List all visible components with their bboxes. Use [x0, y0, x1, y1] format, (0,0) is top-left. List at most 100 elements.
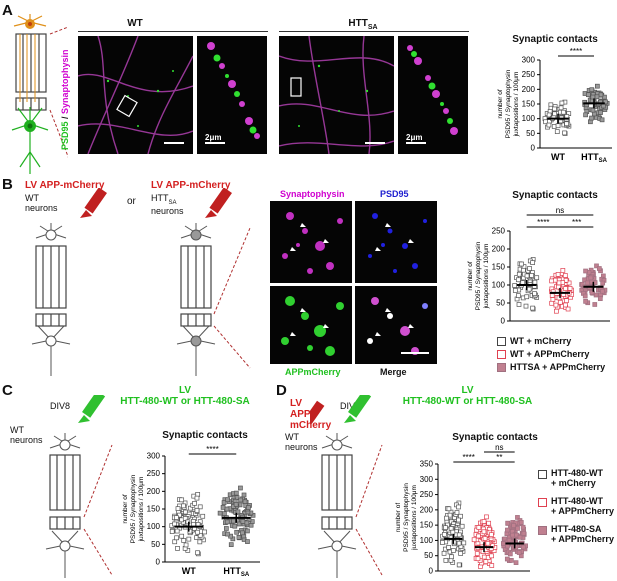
data-point [228, 542, 234, 548]
data-point [172, 521, 177, 527]
neuron-schematic-d [310, 395, 383, 578]
data-point [530, 305, 536, 311]
d-chart-title: Synaptic contacts [452, 432, 538, 443]
y-tick-label: 50 [151, 540, 160, 549]
data-point [560, 109, 566, 115]
data-point [194, 508, 200, 513]
data-point [187, 528, 193, 534]
data-point [231, 518, 236, 524]
data-point [233, 490, 239, 496]
data-point [511, 523, 516, 528]
data-point [484, 514, 489, 520]
y-tick-label: 200 [420, 505, 434, 514]
data-point [245, 539, 250, 544]
y-axis-label: number ofPSD95 / Synaptophysinjuxtaposit… [395, 483, 418, 552]
data-point [236, 521, 242, 527]
data-point [456, 517, 461, 523]
legend-box-icon [538, 526, 547, 535]
data-point [456, 504, 461, 510]
c-wt-neurons: WT neurons [10, 425, 43, 445]
data-point [520, 544, 526, 550]
b-synaptophysin-label: Synaptophysin [280, 189, 345, 199]
data-point [564, 121, 569, 127]
significance-label: *** [572, 218, 581, 227]
significance-label: ** [496, 453, 502, 462]
data-point [177, 512, 182, 518]
panel-label-c: C [2, 382, 13, 399]
d-div8: DIV8 [340, 401, 361, 411]
data-point [513, 545, 519, 550]
neuron-schematic-c [45, 395, 113, 578]
data-point [195, 529, 200, 535]
d-legend-item-2: HTT-480-WT + APPmCherry [538, 496, 614, 516]
data-point [555, 272, 561, 277]
data-point [451, 548, 456, 553]
data-point [532, 291, 537, 296]
data-point [529, 273, 535, 278]
data-point [459, 523, 465, 529]
b-appmcherry-label: APPmCherry [285, 367, 341, 377]
data-point [599, 117, 605, 123]
data-point [516, 277, 521, 283]
data-point [516, 302, 522, 307]
data-point [523, 303, 529, 309]
data-point [174, 528, 180, 534]
data-point [583, 112, 588, 118]
significance-label: **** [537, 218, 549, 227]
data-point [516, 271, 522, 277]
data-point [197, 504, 203, 510]
data-point [594, 263, 599, 269]
data-point [443, 557, 449, 563]
data-point [556, 295, 562, 301]
x-tick-label: HTTSA [581, 152, 608, 164]
data-point [481, 529, 487, 535]
data-point [546, 112, 552, 118]
data-point [474, 551, 480, 556]
data-point [197, 539, 203, 545]
data-point [563, 302, 568, 308]
d-lv-app-label: LV APP-mCherry [290, 398, 332, 431]
data-point [562, 273, 568, 278]
y-tick-label: 200 [492, 245, 506, 254]
data-point [442, 532, 447, 537]
data-point [512, 288, 518, 293]
y-tick-label: 250 [522, 70, 536, 79]
b-legend: WT + mCherry WT + APPmCherry HTTSA + APP… [497, 336, 605, 372]
data-point [589, 290, 595, 295]
c-div8: DIV8 [50, 401, 71, 411]
data-point [187, 505, 193, 511]
y-axis-label: number ofPSD95 / Synaptophysinjuxtaposit… [467, 241, 490, 310]
data-point [446, 545, 452, 550]
data-point [481, 554, 487, 560]
b-legend-item-3: HTTSA + APPmCherry [497, 362, 605, 372]
wt-header: WT [127, 18, 143, 29]
data-point [563, 286, 568, 291]
y-tick-label: 0 [156, 558, 161, 567]
micrograph-b-synaptophysin [270, 201, 352, 283]
data-point [594, 94, 600, 100]
data-point [482, 536, 488, 541]
data-point [598, 92, 604, 98]
data-point [451, 539, 457, 545]
data-point [557, 299, 563, 305]
data-point [181, 503, 186, 509]
wt-header-line [78, 31, 268, 32]
data-point [518, 520, 524, 525]
data-point [524, 294, 530, 300]
y-tick-label: 200 [147, 487, 161, 496]
data-point [245, 528, 250, 534]
data-point [179, 533, 185, 539]
data-point [192, 500, 197, 506]
data-point [444, 515, 449, 521]
b-lv-label-2: LV APP-mCherry [151, 180, 231, 191]
b-or: or [127, 196, 136, 207]
httsa-header-line [279, 31, 469, 32]
data-point [562, 130, 567, 136]
data-point [583, 268, 588, 274]
data-point [461, 540, 467, 546]
data-point [225, 497, 231, 503]
data-point [534, 275, 540, 281]
data-point [549, 278, 554, 284]
panel-label-b: B [2, 176, 13, 193]
b-psd95-label: PSD95 [380, 189, 409, 199]
